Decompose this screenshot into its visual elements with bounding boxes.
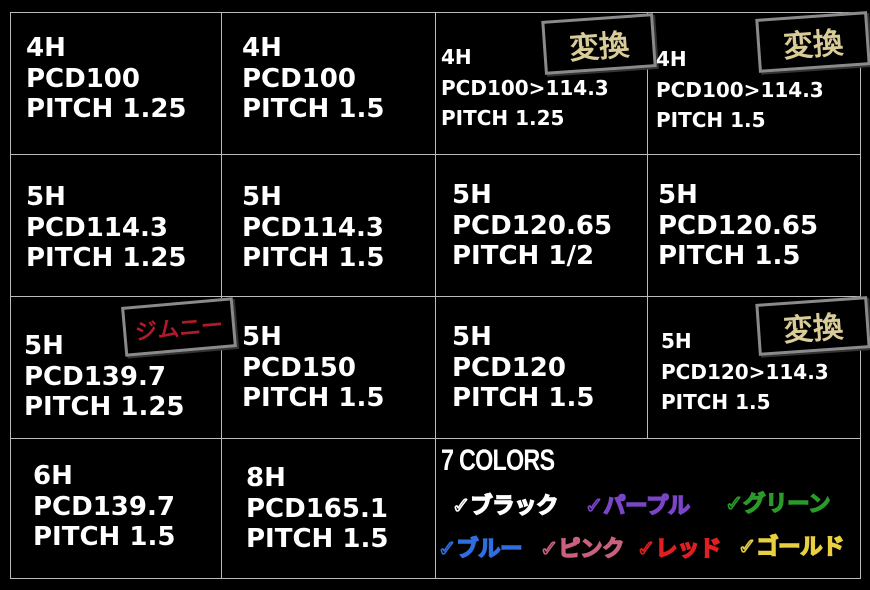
pcd-value: PCD120.65 [452, 210, 613, 241]
spec-cell: 4H PCD100 PITCH 1.5 [242, 33, 384, 125]
hole-count: 4H [242, 33, 282, 63]
pitch-value: PITCH 1.5 [33, 522, 176, 552]
pcd-value: PCD100>114.3 [441, 75, 609, 100]
pcd-value: PCD120>114.3 [661, 359, 829, 384]
spec-cell: 8H PCD165.1 PITCH 1.5 [246, 463, 388, 555]
grid-line [10, 12, 861, 13]
spec-cell: 5H PCD114.3 PITCH 1.5 [242, 182, 384, 274]
pcd-value: PCD139.7 [33, 491, 175, 522]
spec-cell: 5H PCD114.3 PITCH 1.25 [26, 182, 187, 274]
pitch-value: PITCH 1.5 [452, 383, 595, 413]
color-option: ✓グリーン [724, 491, 831, 518]
conversion-badge: 変換 [755, 296, 870, 356]
pcd-value: PCD165.1 [246, 493, 388, 524]
pitch-value: PITCH 1.25 [26, 94, 187, 124]
hole-count: 5H [658, 180, 698, 210]
color-option: ✓ブラック [451, 493, 559, 520]
spec-cell: 5H PCD120 PITCH 1.5 [452, 322, 594, 414]
pcd-value: PCD100 [26, 63, 140, 94]
hole-count: 5H [452, 180, 492, 210]
pcd-value: PCD114.3 [26, 212, 168, 243]
grid-line [435, 12, 436, 578]
pitch-value: PITCH 1.5 [246, 524, 389, 554]
hole-count: 8H [246, 463, 286, 493]
color-option: ✓ピンク [539, 536, 625, 563]
spec-cell: 4H PCD100>114.3 PITCH 1.25 [441, 42, 609, 134]
grid-line [10, 438, 861, 439]
conversion-badge: 変換 [755, 11, 870, 73]
hole-count: 5H [26, 182, 66, 212]
pitch-value: PITCH 1.25 [24, 392, 185, 422]
color-option: ✓パープル [584, 493, 691, 520]
grid-line [221, 12, 222, 578]
pcd-value: PCD100>114.3 [656, 77, 824, 102]
pitch-value: PITCH 1.5 [242, 243, 385, 273]
hole-count: 4H [441, 45, 472, 69]
pitch-value: PITCH 1/2 [452, 241, 595, 271]
spec-cell: 5H PCD150 PITCH 1.5 [242, 322, 384, 414]
spec-cell: 5H PCD120.65 PITCH 1.5 [658, 180, 818, 272]
pitch-value: PITCH 1.5 [661, 390, 771, 414]
hole-count: 6H [33, 461, 73, 491]
spec-cell: 4H PCD100>114.3 PITCH 1.5 [656, 44, 824, 136]
grid-line [860, 12, 861, 578]
pcd-value: PCD139.7 [24, 361, 166, 392]
color-option: ✓ゴールド [737, 534, 845, 561]
hole-count: 5H [242, 182, 282, 212]
hole-count: 4H [656, 47, 687, 71]
spec-cell: 5H PCD120>114.3 PITCH 1.5 [661, 326, 829, 418]
conversion-badge: 変換 [541, 13, 657, 75]
pcd-value: PCD100 [242, 63, 356, 94]
pcd-value: PCD120 [452, 352, 566, 383]
pitch-value: PITCH 1.5 [658, 241, 801, 271]
pitch-value: PITCH 1.5 [242, 94, 385, 124]
spec-cell: 4H PCD100 PITCH 1.25 [26, 33, 187, 125]
pitch-value: PITCH 1.25 [26, 243, 187, 273]
pitch-value: PITCH 1.5 [656, 108, 766, 132]
grid-line [10, 578, 861, 579]
spec-cell: 5H PCD120.65 PITCH 1/2 [452, 180, 612, 272]
color-option: ✓ブルー [437, 536, 523, 563]
hole-count: 5H [24, 331, 64, 361]
spec-cell: 5H PCD139.7 PITCH 1.25 [24, 331, 185, 423]
grid-line [10, 296, 861, 297]
grid-line [10, 12, 11, 578]
hole-count: 5H [661, 329, 692, 353]
pitch-value: PITCH 1.5 [242, 383, 385, 413]
spec-cell: 6H PCD139.7 PITCH 1.5 [33, 461, 175, 553]
colors-title: 7 COLORS [441, 444, 555, 477]
grid-line [10, 154, 861, 155]
grid-line [647, 12, 648, 438]
pcd-value: PCD114.3 [242, 212, 384, 243]
pcd-value: PCD150 [242, 352, 356, 383]
hole-count: 5H [242, 322, 282, 352]
pitch-value: PITCH 1.25 [441, 106, 565, 130]
jimny-badge: ジムニー [121, 297, 237, 357]
pcd-value: PCD120.65 [658, 210, 819, 241]
color-option: ✓レッド [636, 536, 722, 563]
hole-count: 5H [452, 322, 492, 352]
hole-count: 4H [26, 33, 66, 63]
